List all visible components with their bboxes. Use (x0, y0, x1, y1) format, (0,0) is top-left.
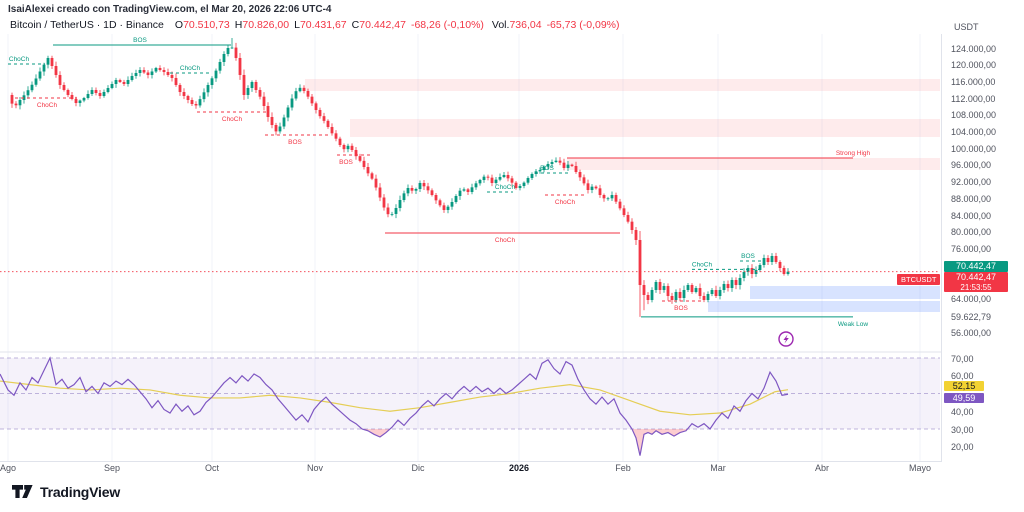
ohlc-key: C (351, 19, 360, 31)
ohlc-key: H (234, 19, 243, 31)
smc-label: ChoCh (180, 65, 201, 72)
time-tick: Sep (103, 463, 121, 473)
price-tick: 76.000,00 (951, 243, 992, 254)
price-tick: 80.000,00 (951, 227, 992, 238)
volume-value: 736,04 (509, 19, 542, 31)
ohlc-value: 70.442,47 (359, 19, 406, 31)
chart-canvas[interactable]: ChoCh BOS ChoCh ChoCh ChoCh BOS BOS ChoCh ChoCh B… (0, 34, 941, 462)
time-tick: Feb (615, 463, 631, 473)
pane-separators (0, 351, 941, 462)
last-high-label: 70.442,47 (944, 260, 1008, 272)
supply-zone (350, 119, 940, 138)
grid-lines (7, 34, 921, 462)
time-tick: Nov (306, 463, 324, 473)
rsi-value-label: 52,15 (944, 380, 984, 391)
smc-label: BOS (540, 165, 554, 172)
price-tick: 104.000,00 (951, 127, 997, 138)
time-tick: 2026 (508, 463, 530, 473)
symbol-price-tag: BTCUSDT (897, 273, 941, 285)
smc-label: ChoCh (9, 56, 30, 63)
attribution-text: IsaiAlexei creado con TradingView.com, e… (8, 4, 332, 15)
time-tick: Dic (411, 463, 425, 473)
price-tick: 96.000,00 (951, 160, 992, 171)
price-tick: 88.000,00 (951, 193, 992, 204)
smc-label: Strong High (836, 150, 871, 157)
rsi-tick: 60,00 (951, 371, 974, 382)
rsi-tick: 40,00 (951, 406, 974, 417)
price-tick: 92.000,00 (951, 177, 992, 188)
rsi-tick: 20,00 (951, 442, 974, 453)
price-tick: 120.000,00 (951, 60, 997, 71)
smc-label: BOS (741, 253, 755, 260)
tradingview-logo[interactable]: TradingView (12, 484, 120, 500)
rsi-pane-background (0, 357, 940, 430)
time-tick: Mar (710, 463, 726, 473)
supply-zone (305, 78, 940, 92)
smc-label: Weak Low (838, 321, 869, 328)
smc-annotations: ChoCh BOS ChoCh ChoCh ChoCh BOS BOS ChoCh ChoCh B… (8, 37, 871, 328)
smc-label: ChoCh (495, 237, 516, 244)
supply-demand-zones (305, 78, 940, 313)
price-tick: 116.000,00 (951, 76, 996, 87)
price-tick: 56.000,00 (951, 327, 992, 338)
candles (10, 37, 790, 317)
time-tick: Mayo (908, 463, 932, 473)
price-tick: 84.000,00 (951, 210, 992, 221)
last-price-value: 70.442,47 (955, 271, 997, 282)
bar-countdown: 21:53:55 (960, 282, 992, 292)
ohlc-key: O (174, 19, 184, 31)
price-axis-unit: USDT (954, 22, 979, 32)
price-tick: 124.000,00 (951, 43, 997, 54)
smc-label: ChoCh (495, 184, 516, 191)
time-tick: Oct (204, 463, 220, 473)
rsi-tick: 70,00 (951, 353, 974, 364)
ohlc-value: 70.510,73 (183, 19, 230, 31)
price-tick: 108.000,00 (951, 110, 997, 121)
price-axis[interactable]: USDT 124.000,00 120.000,00 116.000,00 112.0… (941, 22, 1024, 462)
volume-change: -65,73 (-0,09%) (546, 19, 620, 31)
rsi-value-label: 49,59 (944, 393, 984, 404)
lightning-marker (778, 331, 794, 347)
time-tick: Abr (814, 463, 830, 473)
smc-label: BOS (288, 139, 302, 146)
volume-label: Vol. (491, 19, 510, 31)
rsi-tick: 30,00 (951, 424, 974, 435)
smc-label: ChoCh (37, 102, 58, 109)
rsi-line (0, 356, 789, 456)
ohlc-key: L (294, 19, 300, 31)
last-price-label: 70.442,47 21:53:55 (944, 271, 1008, 292)
symbol-title: Bitcoin / TetherUS · 1D · Binance (10, 19, 164, 31)
demand-zone (708, 301, 940, 313)
smc-label: ChoCh (555, 199, 576, 206)
price-tick: 112.000,00 (951, 93, 996, 104)
price-change: -68,26 (-0,10%) (410, 19, 484, 31)
ohlc-values: O70.510,73 H70.826,00 L70.431,67 C70.442,47… (170, 19, 620, 31)
symbol-info-bar[interactable]: Bitcoin / TetherUS · 1D · Binance O70.510… (10, 19, 620, 31)
tradingview-logo-icon (12, 484, 33, 498)
price-tick: 100.000,00 (951, 143, 997, 154)
rsi-ma-line (0, 380, 789, 416)
price-tick: 64.000,00 (951, 294, 992, 305)
time-axis[interactable]: Ago Sep Oct Nov Dic 2026 Feb Mar Abr Mayo (0, 463, 1024, 477)
rsi-plot (0, 356, 789, 456)
tradingview-logo-text: TradingView (40, 484, 121, 500)
ohlc-value: 70.431,67 (299, 19, 347, 31)
smc-label: ChoCh (222, 116, 243, 123)
demand-zone (750, 286, 940, 300)
smc-label: BOS (133, 37, 147, 44)
supply-zone (567, 157, 940, 170)
smc-label: BOS (674, 305, 688, 312)
time-tick: Ago (0, 463, 17, 473)
ohlc-value: 70.826,00 (242, 19, 290, 31)
price-tick: 59.622,79 (951, 312, 992, 323)
smc-label: ChoCh (692, 261, 713, 268)
smc-label: BOS (339, 159, 353, 166)
